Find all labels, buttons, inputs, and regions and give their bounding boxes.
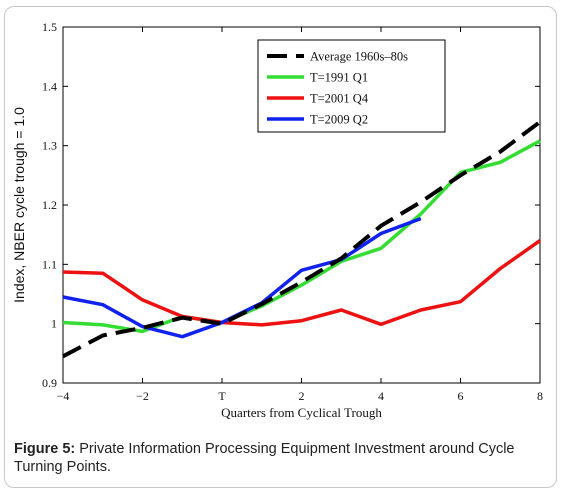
legend-label: Average 1960s–80s <box>310 50 408 64</box>
y-tick-label: 1 <box>51 317 57 331</box>
y-tick-label: 0.9 <box>42 376 57 390</box>
figure-caption: Figure 5: Private Information Processing… <box>14 440 549 476</box>
x-tick-label: 8 <box>537 389 543 403</box>
caption-text: Private Information Processing Equipment… <box>14 441 515 475</box>
series-line-1 <box>62 139 541 334</box>
x-tick-label: 2 <box>299 389 305 403</box>
x-tick-label: T <box>218 389 226 403</box>
x-tick-label: 4 <box>378 389 384 403</box>
y-axis-title: Index, NBER cycle trough = 1.0 <box>11 107 27 303</box>
legend-label: T=1991 Q1 <box>310 71 368 85</box>
series-line-2 <box>62 239 542 327</box>
x-tick-label: −2 <box>136 389 149 403</box>
legend-label: T=2009 Q2 <box>310 113 368 127</box>
x-tick-label: −4 <box>57 389 70 403</box>
x-tick-labels: −4 −2 T 2 4 6 8 <box>57 389 543 403</box>
y-tick-labels: 0.9 1 1.1 1.2 1.3 1.4 1.5 <box>42 20 57 390</box>
y-tick-label: 1.4 <box>42 79 57 93</box>
series-line-0 <box>62 120 542 359</box>
legend-box <box>257 39 446 133</box>
y-tick-label: 1.5 <box>42 20 57 34</box>
legend: Average 1960s–80s T=1991 Q1 T=2001 Q4 T=200… <box>257 39 446 133</box>
caption-lead: Figure 5: <box>14 441 76 457</box>
y-tick-label: 1.3 <box>42 139 57 153</box>
x-axis-title: Quarters from Cyclical Trough <box>221 405 382 420</box>
line-chart: 0.9 1 1.1 1.2 1.3 1.4 1.5 −4 −2 T 2 4 6 8 Quarters f… <box>11 20 543 420</box>
legend-label: T=2001 Q4 <box>310 92 369 106</box>
y-tick-label: 1.1 <box>42 257 57 271</box>
x-tick-label: 6 <box>458 389 464 403</box>
y-tick-label: 1.2 <box>42 198 57 212</box>
